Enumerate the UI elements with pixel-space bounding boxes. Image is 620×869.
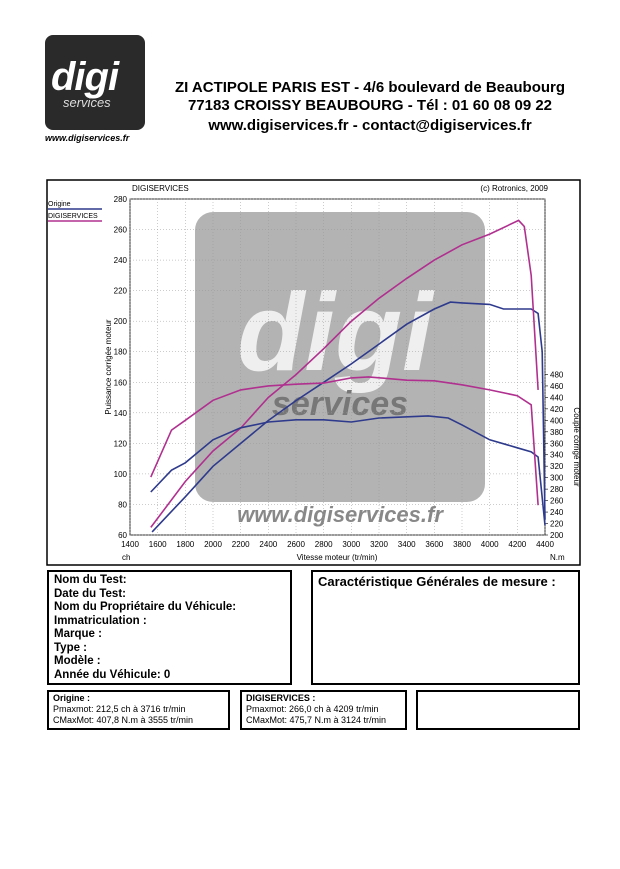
y-unit: ch [122, 553, 130, 562]
header-line: www.digiservices.fr - contact@digiservic… [208, 117, 532, 134]
result-title: Origine : [53, 693, 91, 703]
result-line: CMaxMot: 475,7 N.m à 3124 tr/min [246, 715, 387, 725]
y2-tick-label: 420 [550, 405, 564, 414]
y-tick-label: 200 [114, 317, 128, 326]
header-line: 77183 CROISSY BEAUBOURG - Tél : 01 60 08… [187, 97, 553, 114]
test-field: Nom du Test: [54, 574, 127, 586]
result-title: DIGISERVICES : [246, 693, 316, 703]
y-tick-label: 240 [114, 256, 128, 265]
result-line: Pmaxmot: 212,5 ch à 3716 tr/min [53, 704, 186, 714]
y-tick-label: 260 [114, 226, 128, 235]
y2-tick-label: 280 [550, 485, 564, 494]
x-tick-label: 2200 [232, 540, 250, 549]
test-field: Marque : [54, 628, 102, 640]
x-tick-label: 4400 [536, 540, 554, 549]
test-field: Nom du Propriétaire du Véhicule: [54, 601, 237, 613]
x-tick-label: 2400 [259, 540, 277, 549]
x-tick-label: 2600 [287, 540, 305, 549]
legend-label: DIGISERVICES [48, 213, 98, 220]
x-tick-label: 2000 [204, 540, 222, 549]
header-line: ZI ACTIPOLE PARIS EST - 4/6 boulevard de… [174, 79, 566, 96]
empty-box [416, 690, 580, 730]
x-axis-label: Vitesse moteur (tr/min) [297, 553, 378, 562]
series-line [151, 301, 546, 533]
x-tick-label: 1400 [121, 540, 139, 549]
x-tick-label: 3800 [453, 540, 471, 549]
x-tick-label: 3600 [425, 540, 443, 549]
y2-tick-label: 440 [550, 393, 564, 402]
test-field: Année du Véhicule: 0 [54, 668, 171, 681]
y-tick-label: 160 [114, 378, 128, 387]
logo-word: digi [51, 55, 119, 99]
result-line: CMaxMot: 407,8 N.m à 3555 tr/min [53, 715, 194, 725]
y2-tick-label: 460 [550, 382, 564, 391]
y-tick-label: 180 [114, 348, 128, 357]
logo: digi services [45, 35, 145, 130]
x-tick-label: 3200 [370, 540, 388, 549]
watermark-sub: services [272, 385, 408, 423]
y2-tick-label: 200 [550, 531, 564, 540]
measure-title: Caractéristique Générales de mesure : [318, 574, 556, 589]
test-field: Type : [54, 641, 88, 654]
y2-unit: N.m [550, 553, 565, 562]
x-tick-label: 1600 [149, 540, 167, 549]
y2-tick-label: 260 [550, 497, 564, 506]
y2-axis-label: Couple corrigé moteur [572, 407, 581, 486]
test-field: Immatriculation : [54, 614, 147, 627]
y2-tick-label: 380 [550, 428, 564, 437]
y-tick-label: 80 [118, 500, 127, 509]
watermark-url: www.digiservices.fr [237, 502, 444, 527]
y-tick-label: 60 [118, 531, 127, 540]
logo-sub: services [63, 95, 111, 110]
y-axis-label: Puissance corrigée moteur [104, 319, 113, 414]
y2-tick-label: 480 [550, 370, 564, 379]
legend-label: Origine [48, 201, 71, 208]
series-line [150, 376, 539, 506]
x-tick-label: 1800 [176, 540, 194, 549]
y2-tick-label: 300 [550, 474, 564, 483]
logo-url: www.digiservices.fr [45, 133, 130, 143]
x-tick-label: 3400 [398, 540, 416, 549]
x-tick-label: 2800 [315, 540, 333, 549]
result-box: DIGISERVICES : Pmaxmot: 266,0 ch à 4209 t… [240, 690, 407, 730]
y-tick-label: 220 [114, 287, 128, 296]
y2-tick-label: 400 [550, 416, 564, 425]
watermark-word: digi [237, 271, 435, 394]
y2-tick-label: 220 [550, 520, 564, 529]
y2-tick-label: 360 [550, 439, 564, 448]
test-field: Date du Test: [54, 587, 126, 600]
y2-tick-label: 240 [550, 508, 564, 517]
chart-subtitle: (c) Rotronics, 2009 [480, 184, 548, 193]
test-field: Modèle : [54, 655, 101, 667]
watermark-bg [195, 212, 485, 502]
result-box: Origine : Pmaxmot: 212,5 ch à 3716 tr/min… [47, 690, 230, 730]
measure-box: Caractéristique Générales de mesure : [311, 570, 580, 685]
y2-tick-label: 340 [550, 451, 564, 460]
series-line [150, 415, 546, 526]
chart: digi services www.digiservices.fr DIGISE… [46, 179, 581, 566]
chart-title: DIGISERVICES [132, 184, 189, 193]
series-line [150, 219, 539, 528]
x-tick-label: 3000 [342, 540, 360, 549]
x-tick-label: 4000 [481, 540, 499, 549]
y-tick-label: 140 [114, 409, 128, 418]
test-box: Nom du Test: Date du Test: Nom du Propriét… [47, 570, 292, 685]
y-tick-label: 120 [114, 439, 128, 448]
y2-tick-label: 320 [550, 462, 564, 471]
x-tick-label: 4200 [508, 540, 526, 549]
y-tick-label: 100 [114, 470, 128, 479]
y-tick-label: 280 [114, 195, 128, 204]
result-line: Pmaxmot: 266,0 ch à 4209 tr/min [246, 704, 379, 714]
